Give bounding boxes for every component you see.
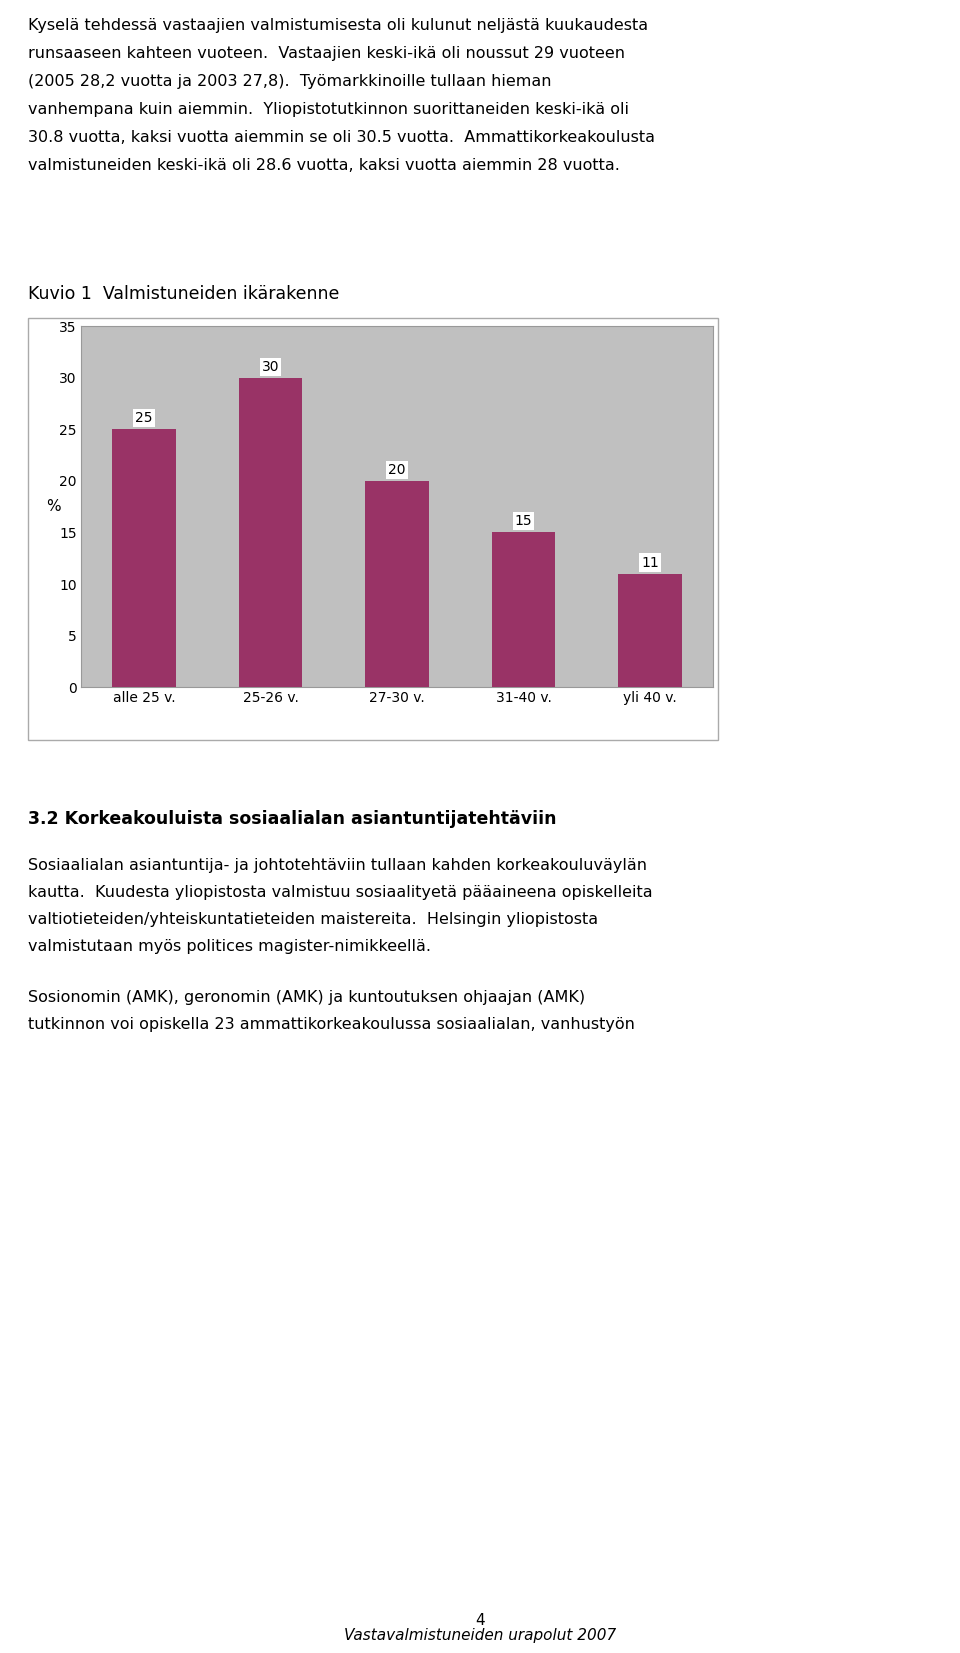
Text: 30.8 vuotta, kaksi vuotta aiemmin se oli 30.5 vuotta.  Ammattikorkeakoulusta: 30.8 vuotta, kaksi vuotta aiemmin se oli… bbox=[28, 131, 655, 145]
Text: runsaaseen kahteen vuoteen.  Vastaajien keski-ikä oli noussut 29 vuoteen: runsaaseen kahteen vuoteen. Vastaajien k… bbox=[28, 46, 625, 61]
Bar bbox=[112, 430, 176, 688]
Text: Kyselä tehdessä vastaajien valmistumisesta oli kulunut neljästä kuukaudesta: Kyselä tehdessä vastaajien valmistumises… bbox=[28, 18, 648, 33]
Text: Kuvio 1  Valmistuneiden ikärakenne: Kuvio 1 Valmistuneiden ikärakenne bbox=[28, 284, 340, 302]
Text: vanhempana kuin aiemmin.  Yliopistotutkinnon suorittaneiden keski-ikä oli: vanhempana kuin aiemmin. Yliopistotutkin… bbox=[28, 102, 629, 117]
Text: valmistutaan myös politices magister-nimikkeellä.: valmistutaan myös politices magister-nim… bbox=[28, 939, 431, 954]
Bar bbox=[366, 481, 428, 688]
Text: 4: 4 bbox=[475, 1613, 485, 1628]
Text: valtiotieteiden/yhteiskuntatieteiden maistereita.  Helsingin yliopistosta: valtiotieteiden/yhteiskuntatieteiden mai… bbox=[28, 912, 598, 927]
Text: 11: 11 bbox=[641, 555, 659, 570]
Text: 15: 15 bbox=[515, 514, 532, 529]
Text: (2005 28,2 vuotta ja 2003 27,8).  Työmarkkinoille tullaan hieman: (2005 28,2 vuotta ja 2003 27,8). Työmark… bbox=[28, 74, 551, 89]
Bar bbox=[239, 379, 302, 688]
Text: Vastavalmistuneiden urapolut 2007: Vastavalmistuneiden urapolut 2007 bbox=[344, 1628, 616, 1643]
Text: kautta.  Kuudesta yliopistosta valmistuu sosiaalityetä pääaineena opiskelleita: kautta. Kuudesta yliopistosta valmistuu … bbox=[28, 884, 653, 899]
Text: 3.2 Korkeakouluista sosiaalialan asiantuntijatehtäviin: 3.2 Korkeakouluista sosiaalialan asiantu… bbox=[28, 810, 557, 828]
Bar bbox=[492, 532, 555, 688]
Text: 25: 25 bbox=[135, 412, 153, 425]
Text: valmistuneiden keski-ikä oli 28.6 vuotta, kaksi vuotta aiemmin 28 vuotta.: valmistuneiden keski-ikä oli 28.6 vuotta… bbox=[28, 159, 620, 174]
Text: 20: 20 bbox=[388, 463, 406, 476]
Text: 30: 30 bbox=[262, 360, 279, 374]
Text: Sosiaalialan asiantuntija- ja johtotehtäviin tullaan kahden korkeakouluväylän: Sosiaalialan asiantuntija- ja johtotehtä… bbox=[28, 858, 647, 873]
Text: Sosionomin (AMK), geronomin (AMK) ja kuntoutuksen ohjaajan (AMK): Sosionomin (AMK), geronomin (AMK) ja kun… bbox=[28, 990, 586, 1005]
Bar bbox=[618, 574, 682, 688]
Text: tutkinnon voi opiskella 23 ammattikorkeakoulussa sosiaalialan, vanhustyön: tutkinnon voi opiskella 23 ammattikorkea… bbox=[28, 1017, 635, 1031]
Y-axis label: %: % bbox=[46, 499, 60, 514]
